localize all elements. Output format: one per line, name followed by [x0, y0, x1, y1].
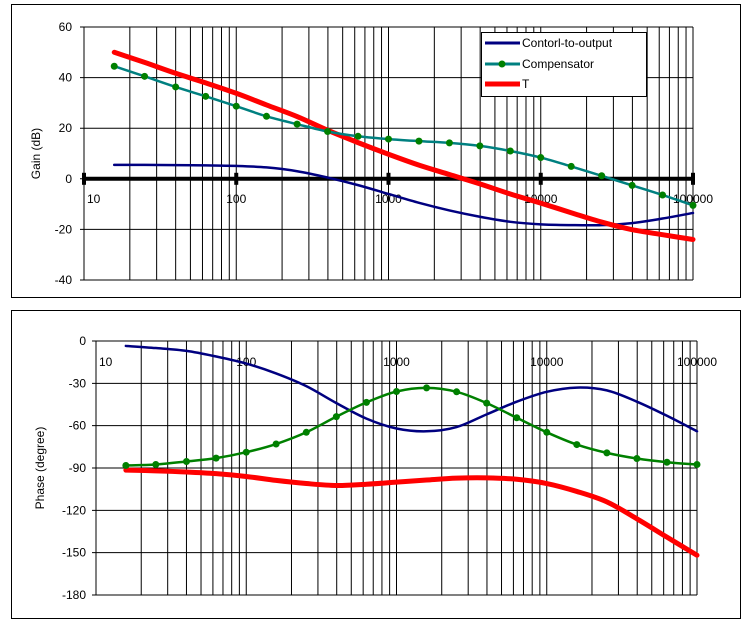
- compensator-data-point: [415, 137, 423, 145]
- compensator-data-point: [689, 201, 697, 209]
- compensator-data-point: [483, 399, 491, 407]
- compensator-data-point: [573, 441, 581, 449]
- y-tick-label: -20: [55, 222, 73, 236]
- x-tick-label: 10000: [530, 355, 564, 369]
- compensator-data-point: [633, 455, 641, 463]
- y-tick-label: 0: [65, 172, 72, 186]
- compensator-data-point: [506, 147, 514, 155]
- x-tick-label: 100000: [677, 355, 717, 369]
- compensator-data-point: [537, 154, 545, 162]
- compensator-data-point: [476, 142, 484, 150]
- x-tick-label: 10: [99, 355, 113, 369]
- compensator-data-point: [122, 461, 130, 469]
- y-tick-label: -90: [69, 461, 87, 475]
- series-line-t: [123, 467, 700, 558]
- x-tick-label: 1000: [383, 355, 410, 369]
- axis-tick-marker: [691, 172, 695, 185]
- axis-tick-marker: [538, 172, 543, 185]
- compensator-data-point: [423, 384, 431, 392]
- compensator-data-point: [202, 92, 210, 100]
- compensator-data-point: [354, 132, 362, 140]
- compensator-data-point: [262, 112, 270, 120]
- compensator-data-point: [212, 454, 220, 462]
- y-tick-label: -60: [69, 419, 87, 433]
- compensator-data-point: [362, 398, 370, 406]
- compensator-data-point: [324, 127, 332, 135]
- y-tick-label: 40: [59, 71, 73, 85]
- compensator-data-point: [628, 181, 636, 189]
- y-tick-label: -120: [62, 503, 86, 517]
- axis-tick-marker: [234, 172, 239, 185]
- compensator-data-point: [110, 62, 118, 70]
- compensator-data-point: [141, 72, 149, 80]
- x-tick-label: 10: [87, 192, 101, 206]
- compensator-data-point: [445, 139, 453, 147]
- series-line-t: [111, 49, 696, 243]
- compensator-data-point: [182, 458, 190, 466]
- compensator-data-point: [659, 191, 667, 199]
- compensator-data-point: [453, 388, 461, 396]
- y-tick-label: 0: [79, 334, 86, 348]
- series-line-contorl-to-output: [112, 163, 695, 227]
- legend-label-t: T: [522, 77, 530, 91]
- compensator-data-point: [302, 428, 310, 436]
- compensator-data-point: [603, 449, 611, 457]
- compensator-data-point: [567, 162, 575, 170]
- compensator-data-point: [513, 414, 521, 422]
- series-line-contorl-to-output: [124, 344, 699, 433]
- y-axis-title: Gain (dB): [29, 128, 43, 179]
- compensator-data-point: [393, 388, 400, 396]
- y-tick-label: -150: [62, 546, 86, 560]
- legend-marker-compensator: [498, 60, 506, 68]
- compensator-data-point: [232, 102, 240, 110]
- y-axis-title: Phase (degree): [33, 427, 47, 510]
- y-tick-label: 20: [59, 121, 73, 135]
- axis-tick-marker: [386, 172, 391, 185]
- legend-label-compensator: Compensator: [522, 57, 594, 71]
- compensator-data-point: [543, 428, 551, 436]
- y-tick-label: 60: [59, 20, 73, 34]
- compensator-data-point: [272, 440, 280, 448]
- compensator-data-point: [598, 172, 606, 180]
- y-tick-label: -40: [55, 273, 73, 287]
- compensator-data-point: [332, 413, 340, 421]
- legend: Contorl-to-output Compensator T: [481, 32, 647, 97]
- compensator-data-point: [693, 460, 701, 468]
- phase-chart-frame: [11, 310, 741, 619]
- compensator-data-point: [293, 120, 301, 128]
- compensator-data-point: [663, 458, 671, 466]
- compensator-data-point: [172, 83, 180, 91]
- axis-tick-marker: [82, 172, 86, 185]
- y-tick-label: -30: [69, 376, 87, 390]
- compensator-data-point: [242, 448, 250, 456]
- compensator-data-point: [152, 460, 160, 468]
- x-tick-label: 100: [226, 192, 246, 206]
- y-tick-label: -180: [62, 588, 86, 602]
- compensator-data-point: [385, 135, 392, 143]
- legend-label-control: Contorl-to-output: [522, 36, 613, 50]
